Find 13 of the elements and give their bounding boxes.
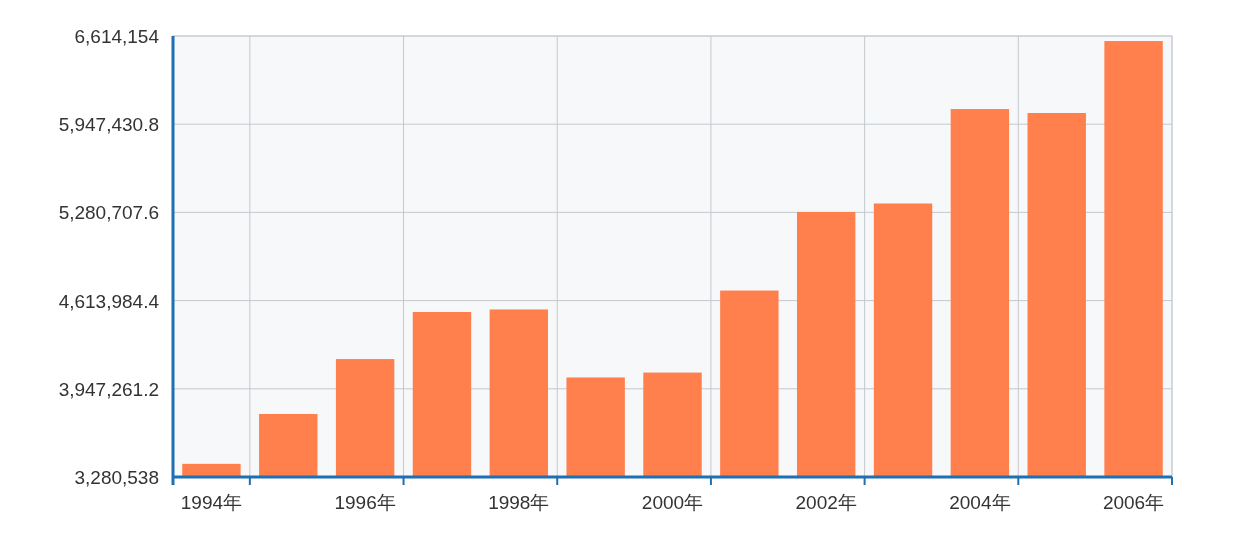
y-tick-label: 4,613,984.4 (58, 290, 160, 312)
y-tick-label: 5,280,707.6 (58, 202, 159, 224)
x-tick-label: 1998年 (488, 492, 550, 513)
y-tick-label: 6,614,154 (74, 26, 160, 47)
y-tick-label: 5,947,430.8 (58, 114, 159, 136)
x-tick-label: 2006年 (1102, 492, 1165, 513)
y-tick-label: 3,280,538 (74, 467, 159, 488)
y-tick-label: 3,947,261.2 (58, 378, 159, 400)
x-tick-label: 2000年 (641, 492, 704, 513)
x-tick-label: 2004年 (949, 492, 1011, 513)
x-tick-label: 2002年 (795, 492, 857, 513)
x-tick-label: 1996年 (334, 492, 396, 513)
x-tick-label: 1994年 (180, 492, 243, 513)
